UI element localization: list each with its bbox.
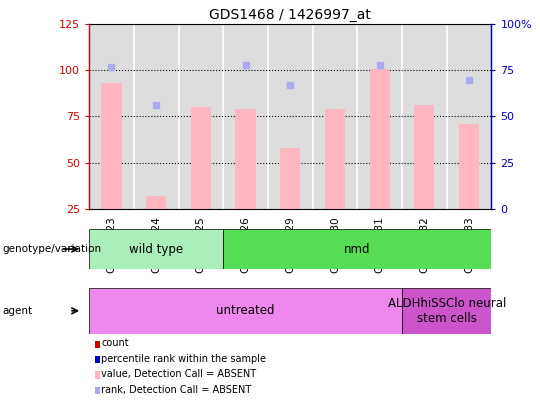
Bar	[146, 196, 166, 209]
Bar	[459, 124, 479, 209]
Text: ALDHhiSSClo neural
stem cells: ALDHhiSSClo neural stem cells	[388, 297, 506, 325]
Text: count: count	[102, 339, 129, 348]
Bar	[414, 105, 434, 209]
Bar	[89, 229, 223, 269]
Text: agent: agent	[3, 306, 33, 316]
Text: genotype/variation: genotype/variation	[3, 244, 102, 254]
Text: untreated: untreated	[217, 304, 275, 318]
Title: GDS1468 / 1426997_at: GDS1468 / 1426997_at	[210, 8, 371, 22]
Bar	[102, 83, 122, 209]
Text: rank, Detection Call = ABSENT: rank, Detection Call = ABSENT	[102, 385, 252, 394]
Bar	[325, 109, 345, 209]
Bar	[223, 229, 491, 269]
Text: percentile rank within the sample: percentile rank within the sample	[102, 354, 266, 364]
Bar	[89, 288, 402, 334]
Bar	[191, 107, 211, 209]
Bar	[402, 288, 491, 334]
Bar	[369, 68, 390, 209]
Text: nmd: nmd	[344, 243, 370, 256]
Text: wild type: wild type	[129, 243, 183, 256]
Text: value, Detection Call = ABSENT: value, Detection Call = ABSENT	[102, 369, 256, 379]
Bar	[235, 109, 255, 209]
Bar	[280, 148, 300, 209]
